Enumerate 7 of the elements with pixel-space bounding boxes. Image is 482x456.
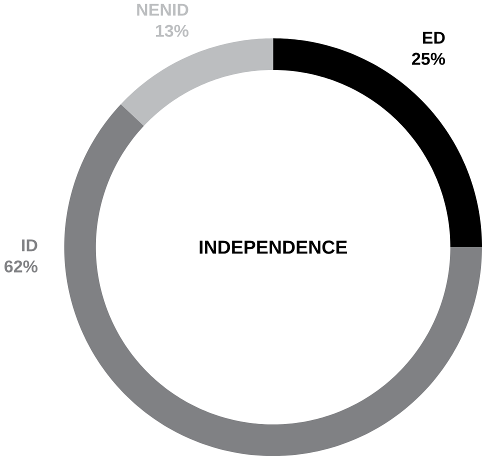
slice-label: ED xyxy=(422,32,445,44)
data-label: 62% xyxy=(4,260,38,272)
data-label: 13% xyxy=(156,24,189,37)
data-label: 25% xyxy=(412,52,446,65)
slice-label: NENID xyxy=(137,4,188,16)
slice-label: ID xyxy=(22,239,38,252)
text: INDEPENDENCE xyxy=(200,240,347,254)
